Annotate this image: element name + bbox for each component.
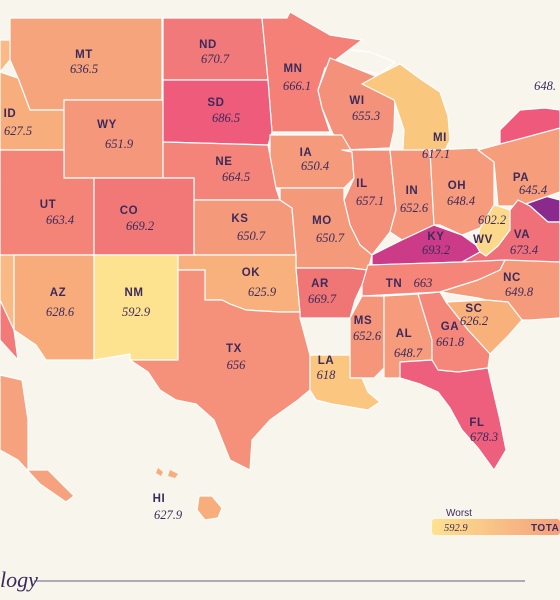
state-abbr-la: LA xyxy=(318,355,335,367)
state-value-nd: 670.7 xyxy=(201,52,230,66)
state-abbr-az: AZ xyxy=(50,287,67,299)
state-abbr-wv: WV xyxy=(473,234,493,246)
state-la[interactable] xyxy=(309,354,381,411)
state-value-az: 628.6 xyxy=(46,305,75,319)
state-abbr-ar: AR xyxy=(311,278,329,290)
state-value-hi: 627.9 xyxy=(154,508,183,522)
state-abbr-ky: KY xyxy=(427,231,444,243)
state-value-mo: 650.7 xyxy=(316,231,345,245)
state-abbr-pa: PA xyxy=(513,172,529,184)
state-value-sc: 626.2 xyxy=(460,314,488,328)
state-value-sd: 686.5 xyxy=(212,111,240,125)
state-hi[interactable] xyxy=(196,495,223,521)
state-abbr-oh: OH xyxy=(448,180,466,192)
state-value-wi: 655.3 xyxy=(352,109,380,123)
state-value-al: 648.7 xyxy=(394,346,423,360)
state-abbr-tn: TN xyxy=(386,278,403,290)
state-abbr-id: ID xyxy=(4,108,17,120)
state-abbr-fl: FL xyxy=(469,417,484,429)
state-abbr-ia: IA xyxy=(300,147,313,159)
state-co[interactable] xyxy=(93,177,195,256)
state-abbr-ga: GA xyxy=(441,321,459,333)
state-abbr-ut: UT xyxy=(40,199,57,211)
hawaii-island-1 xyxy=(156,468,163,476)
state-abbr-ks: KS xyxy=(231,213,248,225)
state-value-ia: 650.4 xyxy=(301,159,329,173)
state-value-nm: 592.9 xyxy=(122,305,151,319)
state-value-co: 669.2 xyxy=(126,219,154,233)
state-value-ok: 625.9 xyxy=(248,285,277,299)
state-value-in: 652.6 xyxy=(400,201,429,215)
state-value-mi: 617.1 xyxy=(422,147,450,161)
state-abbr-tx: TX xyxy=(226,343,242,355)
state-mi[interactable] xyxy=(361,63,451,166)
state-abbr-hi: HI xyxy=(153,493,166,505)
state-value-ar: 669.7 xyxy=(308,292,337,306)
states-layer xyxy=(0,11,560,521)
state-abbr-wy: WY xyxy=(97,119,117,131)
state-value-ms: 652.6 xyxy=(353,329,382,343)
state-value-il: 657.1 xyxy=(356,194,384,208)
state-abbr-co: CO xyxy=(120,205,138,217)
state-abbr-ne: NE xyxy=(215,156,232,168)
legend-worst-label: Worst xyxy=(446,508,472,519)
state-abbr-sd: SD xyxy=(207,97,224,109)
state-value-ks: 650.7 xyxy=(237,229,266,243)
state-value-tn: 663 xyxy=(414,276,433,290)
state-abbr-mo: MO xyxy=(312,215,332,227)
legend: Worst 592.9 TOTA xyxy=(432,508,560,535)
state-value-wv: 602.2 xyxy=(478,213,506,227)
state-value-oh: 648.4 xyxy=(447,194,475,208)
state-value-wy: 651.9 xyxy=(105,137,134,151)
california-partial xyxy=(0,299,19,361)
state-value-id: 627.5 xyxy=(4,124,32,138)
state-value-mt: 636.5 xyxy=(70,62,98,76)
state-abbr-mn: MN xyxy=(283,63,302,75)
state-value-pa: 645.4 xyxy=(519,183,547,197)
hawaii-island-2 xyxy=(168,470,178,478)
state-value-ky: 693.2 xyxy=(422,243,450,257)
state-abbr-mi: MI xyxy=(433,132,447,144)
northeast-edge-value: 648. xyxy=(534,79,556,93)
state-fl[interactable] xyxy=(399,359,507,471)
state-value-fl: 678.3 xyxy=(470,430,498,444)
state-abbr-mt: MT xyxy=(75,49,93,61)
state-abbr-sc: SC xyxy=(465,303,482,315)
legend-total-label: TOTA xyxy=(531,523,559,534)
state-abbr-nd: ND xyxy=(199,39,217,51)
state-abbr-il: IL xyxy=(356,178,367,190)
state-abbr-in: IN xyxy=(406,185,419,197)
state-abbr-ms: MS xyxy=(354,315,372,327)
state-abbr-nc: NC xyxy=(503,272,521,284)
alaska-partial xyxy=(0,374,75,503)
state-value-ne: 664.5 xyxy=(222,170,250,184)
state-abbr-ok: OK xyxy=(242,267,261,279)
state-value-ut: 663.4 xyxy=(46,213,74,227)
state-value-la: 618 xyxy=(317,368,337,382)
brand-logo: logy xyxy=(0,567,38,592)
state-tx[interactable] xyxy=(129,269,311,471)
state-value-va: 673.4 xyxy=(510,243,538,257)
state-abbr-va: VA xyxy=(514,229,530,241)
state-abbr-nm: NM xyxy=(124,287,143,299)
state-value-ga: 661.8 xyxy=(436,335,465,349)
state-abbr-al: AL xyxy=(396,328,413,340)
state-abbr-wi: WI xyxy=(349,95,364,107)
state-value-mn: 666.1 xyxy=(283,79,311,93)
state-value-nc: 649.8 xyxy=(505,285,534,299)
state-ks[interactable] xyxy=(193,199,297,256)
state-value-tx: 656 xyxy=(227,358,247,372)
legend-gradient-bar xyxy=(432,519,560,535)
legend-min-value: 592.9 xyxy=(444,523,468,534)
